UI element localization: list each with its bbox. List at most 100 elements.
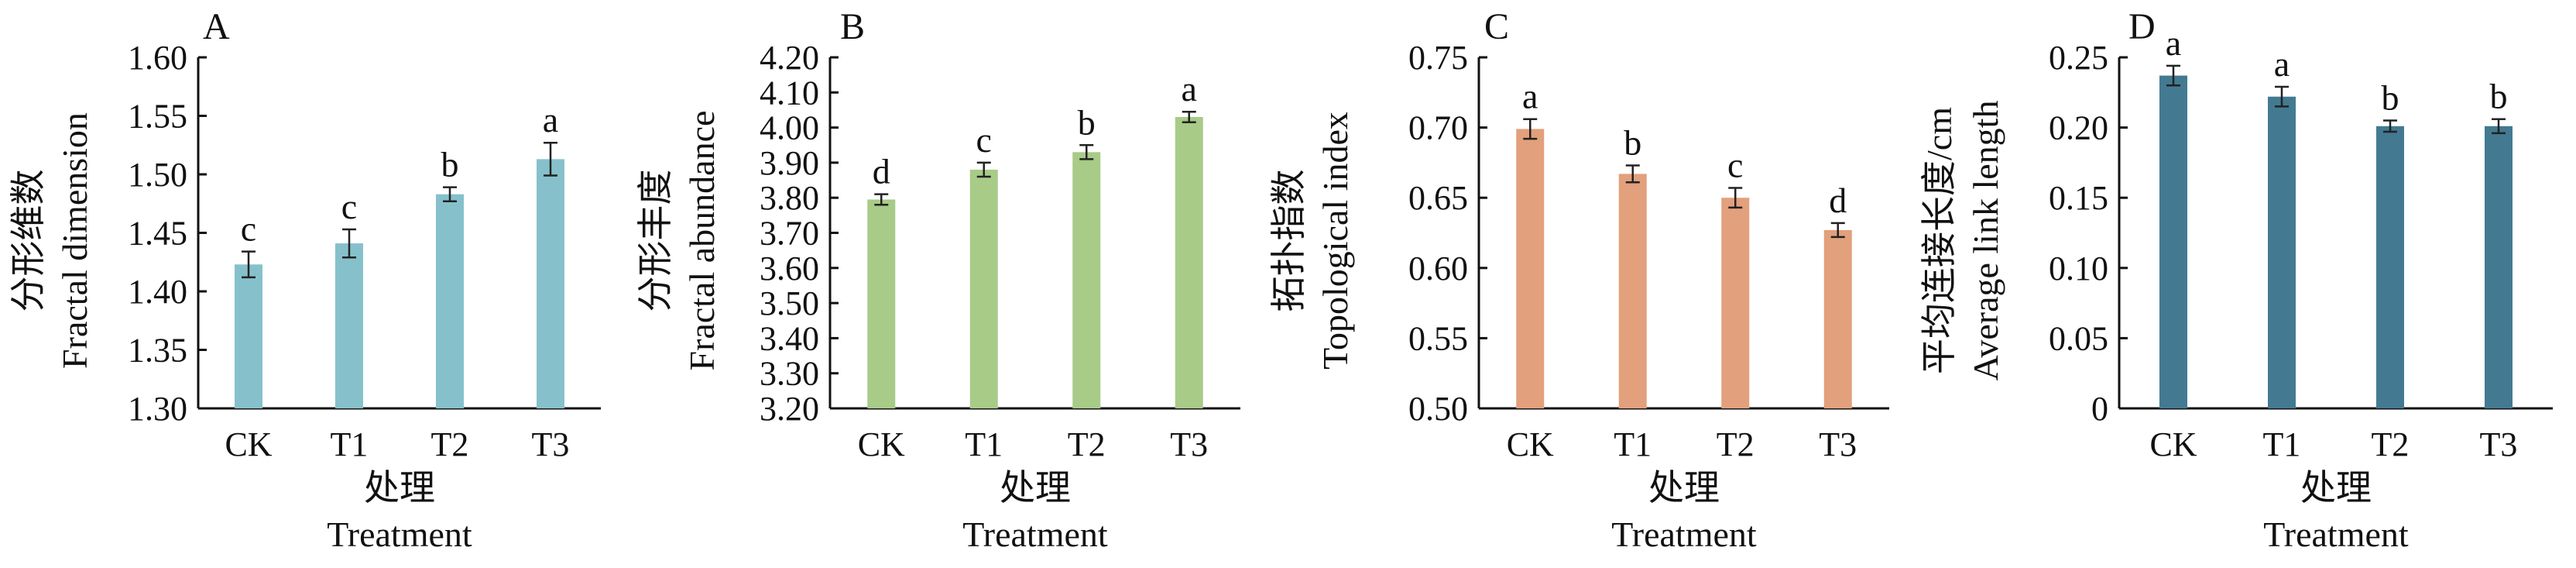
significance-label: c — [341, 187, 357, 226]
y-tick-label: 0.60 — [1408, 250, 1468, 287]
panel-a: 1.30 1.35 1.40 1.45 1.50 1.55 1.60 c CK c T1 b T2 a T3… — [9, 6, 601, 554]
bar-t1 — [969, 169, 998, 408]
x-tick-label: T1 — [331, 425, 369, 463]
significance-label: b — [441, 145, 459, 184]
y-axis-label-en: Average link length — [1966, 101, 2005, 381]
x-tick-label: CK — [858, 425, 905, 463]
significance-label: b — [2490, 77, 2508, 116]
y-tick-label: 3.80 — [760, 179, 819, 217]
y-tick-label: 3.60 — [760, 250, 819, 287]
x-tick-label: T2 — [431, 425, 469, 463]
y-tick-label: 0.15 — [2049, 179, 2108, 217]
y-axis-label-cn: 分形丰度 — [636, 170, 675, 312]
x-tick-label: T3 — [1819, 425, 1857, 463]
x-tick-label: T3 — [532, 425, 570, 463]
bar-ck — [2159, 75, 2187, 408]
panel-letter: A — [203, 6, 230, 47]
y-tick-label: 0.50 — [1408, 390, 1468, 428]
significance-label: a — [543, 100, 558, 139]
y-axis-label-en: Topological index — [1315, 112, 1355, 370]
significance-label: d — [1829, 181, 1847, 220]
panel-letter: C — [1484, 6, 1509, 47]
bar-t3 — [1823, 229, 1852, 408]
x-axis-label-cn: 处理 — [2300, 468, 2372, 508]
bar-t1 — [1618, 174, 1647, 408]
y-tick-label: 1.35 — [128, 332, 187, 370]
bar-t2 — [1072, 152, 1101, 408]
x-tick-label: CK — [225, 425, 272, 463]
y-tick-label: 3.50 — [760, 284, 819, 322]
y-tick-label: 1.45 — [128, 215, 187, 253]
bar-t3 — [2485, 126, 2513, 408]
y-axis-label-en: Fractal dimension — [55, 112, 94, 369]
x-tick-label: T2 — [2372, 425, 2410, 463]
significance-label: b — [1624, 123, 1641, 163]
bar-t3 — [1175, 117, 1203, 408]
y-tick-label: 1.40 — [128, 273, 187, 311]
y-tick-label: 1.55 — [128, 98, 187, 136]
significance-label: c — [1727, 146, 1743, 185]
bar-t2 — [436, 194, 464, 409]
x-axis-label-cn: 处理 — [364, 468, 435, 508]
significance-label: c — [976, 120, 992, 160]
x-tick-label: CK — [1507, 425, 1554, 463]
y-tick-label: 3.40 — [760, 319, 819, 357]
y-tick-label: 0.20 — [2049, 109, 2108, 147]
x-axis-label-en: Treatment — [2263, 515, 2409, 554]
y-axis-label-cn: 分形维数 — [9, 170, 48, 312]
x-tick-label: T2 — [1068, 425, 1106, 463]
x-axis-label-en: Treatment — [962, 515, 1108, 554]
x-tick-label: T1 — [2263, 425, 2301, 463]
significance-label: d — [873, 152, 890, 191]
significance-label: b — [1078, 102, 1096, 142]
y-tick-label: 0 — [2091, 390, 2108, 428]
bar-ck — [867, 199, 896, 408]
y-tick-label: 0.65 — [1408, 179, 1468, 217]
x-tick-label: T3 — [1170, 425, 1208, 463]
y-axis-label-cn: 拓扑指数 — [1269, 170, 1309, 312]
y-tick-label: 0.55 — [1408, 319, 1468, 357]
bar-t1 — [2268, 96, 2296, 409]
y-tick-label: 0.75 — [1408, 39, 1468, 77]
x-tick-label: T3 — [2480, 425, 2518, 463]
x-tick-label: T2 — [1717, 425, 1754, 463]
significance-label: a — [2274, 44, 2290, 84]
bar-ck — [1516, 129, 1545, 409]
bar-ck — [235, 264, 262, 408]
bar-t2 — [1721, 198, 1750, 408]
x-tick-label: CK — [2149, 425, 2197, 463]
panel-letter: D — [2128, 6, 2156, 47]
significance-label: a — [1182, 69, 1197, 108]
panel-d: 0 0.05 0.10 0.15 0.20 0.25 a CK a T1 b T2 b T3 D 处理 Trea… — [1919, 6, 2553, 554]
y-tick-label: 0.70 — [1408, 109, 1468, 147]
bar-t1 — [335, 243, 363, 408]
y-tick-label: 0.10 — [2049, 250, 2108, 287]
y-tick-label: 1.30 — [128, 390, 187, 428]
significance-label: c — [241, 209, 256, 249]
panel-b: 3.203.303.403.503.603.703.803.904.004.10… — [636, 6, 1240, 554]
x-axis-label-en: Treatment — [1611, 515, 1757, 554]
y-axis-label-en: Fractal abundance — [682, 111, 722, 371]
y-tick-label: 3.30 — [760, 355, 819, 393]
y-tick-label: 0.25 — [2049, 39, 2108, 77]
x-axis-label-cn: 处理 — [1000, 468, 1071, 508]
y-axis-label-cn: 平均连接长度/cm — [1919, 107, 1959, 374]
panel-c: 0.50 0.55 0.60 0.65 0.70 0.75 a CK b T1 c T2 d T3 C 处理 T… — [1269, 6, 1889, 554]
panel-letter: B — [840, 6, 865, 47]
y-tick-label: 1.50 — [128, 156, 187, 194]
y-tick-label: 3.70 — [760, 215, 819, 253]
y-tick-label: 0.05 — [2049, 319, 2108, 357]
bar-t2 — [2376, 126, 2404, 408]
y-tick-label: 4.10 — [760, 74, 819, 112]
x-tick-label: T1 — [1614, 425, 1652, 463]
y-tick-label: 4.00 — [760, 109, 819, 147]
x-tick-label: T1 — [965, 425, 1003, 463]
y-tick-label: 4.20 — [760, 39, 819, 77]
x-axis-label-cn: 处理 — [1648, 468, 1720, 508]
y-tick-label: 3.20 — [760, 390, 819, 428]
bar-t3 — [537, 159, 564, 408]
x-axis-label-en: Treatment — [327, 515, 472, 554]
y-tick-label: 3.90 — [760, 144, 819, 182]
y-tick-label: 1.60 — [128, 39, 187, 77]
